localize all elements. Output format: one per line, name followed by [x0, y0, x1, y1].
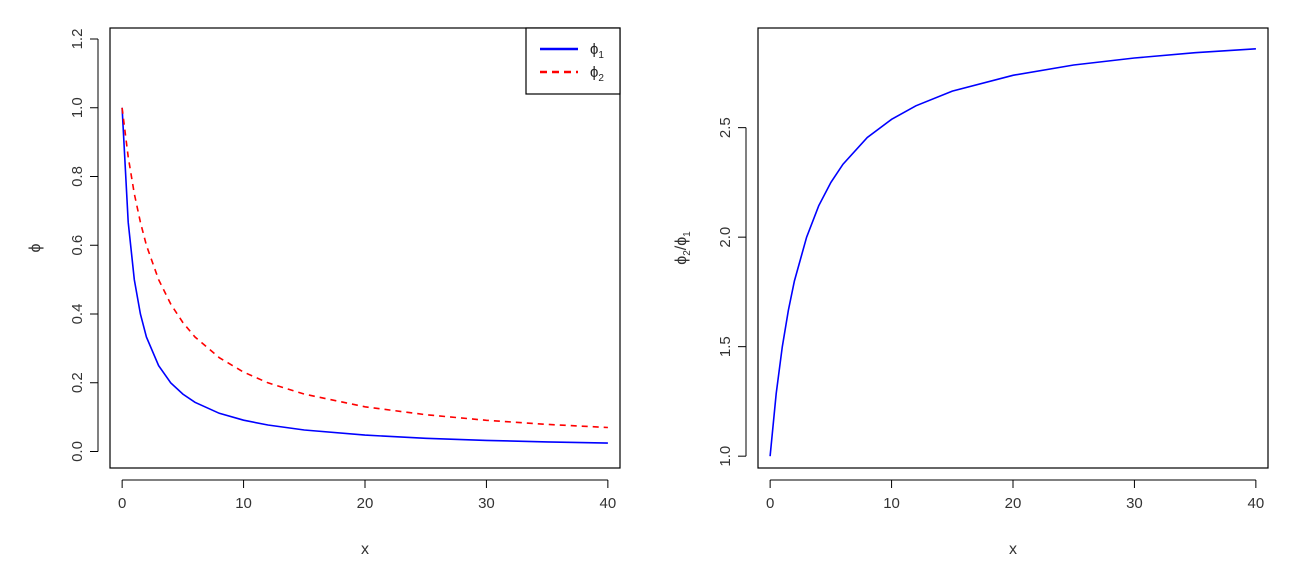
y-tick-label: 1.0: [69, 97, 86, 118]
x-tick-label: 0: [118, 495, 126, 512]
x-tick-label: 20: [357, 495, 374, 512]
y-tick-label: 2.5: [717, 117, 734, 138]
left-plot-frame: [109, 27, 621, 469]
x-tick-label: 10: [235, 495, 252, 512]
x-tick-label: 40: [1248, 495, 1265, 512]
left-series-lines: [121, 107, 608, 444]
y-tick-label: 0.2: [69, 372, 86, 393]
y-tick-label: 2.0: [717, 227, 734, 248]
y-tick-label: 0.0: [69, 441, 86, 462]
y-tick-label: 0.4: [69, 304, 86, 325]
left-legend: ϕ1 ϕ2: [525, 27, 621, 95]
y-tick-label: 0.8: [69, 166, 86, 187]
x-tick-label: 30: [1126, 495, 1143, 512]
x-tick-label: 0: [766, 495, 774, 512]
right-axes: 0 10 20 30 40 1.0 1.5 2.0 2.5: [717, 117, 1264, 512]
legend-label-phi1: ϕ1: [590, 41, 604, 61]
right-y-axis-title: ϕ2/ϕ1: [673, 231, 693, 265]
right-plot-frame: [757, 27, 1269, 469]
legend-label-phi2: ϕ2: [590, 64, 604, 84]
x-tick-label: 10: [883, 495, 900, 512]
series-line-1: [121, 107, 608, 444]
left-chart-panel: 0 10 20 30 40 0.0 0.2 0.4 0.6 0.8 1.0 1.2 ϕ1 ϕ2 x ϕ: [27, 27, 621, 558]
y-tick-label: 0.6: [69, 235, 86, 256]
x-tick-label: 30: [478, 495, 495, 512]
y-tick-label: 1.5: [717, 336, 734, 357]
left-y-axis-title: ϕ: [27, 243, 44, 252]
left-x-axis-title: x: [361, 541, 369, 558]
right-series-lines: [769, 48, 1256, 457]
y-tick-label: 1.2: [69, 29, 86, 50]
right-x-axis-title: x: [1009, 541, 1017, 558]
x-tick-label: 20: [1005, 495, 1022, 512]
y-tick-label: 1.0: [717, 446, 734, 467]
x-tick-label: 40: [600, 495, 617, 512]
left-axes: 0 10 20 30 40 0.0 0.2 0.4 0.6 0.8 1.0 1.2: [69, 29, 616, 512]
right-chart-panel: 0 10 20 30 40 1.0 1.5 2.0 2.5 x ϕ2/ϕ1: [673, 27, 1269, 558]
series-line-1: [769, 48, 1256, 457]
series-line-2: [121, 107, 608, 429]
legend-box: [525, 27, 621, 95]
